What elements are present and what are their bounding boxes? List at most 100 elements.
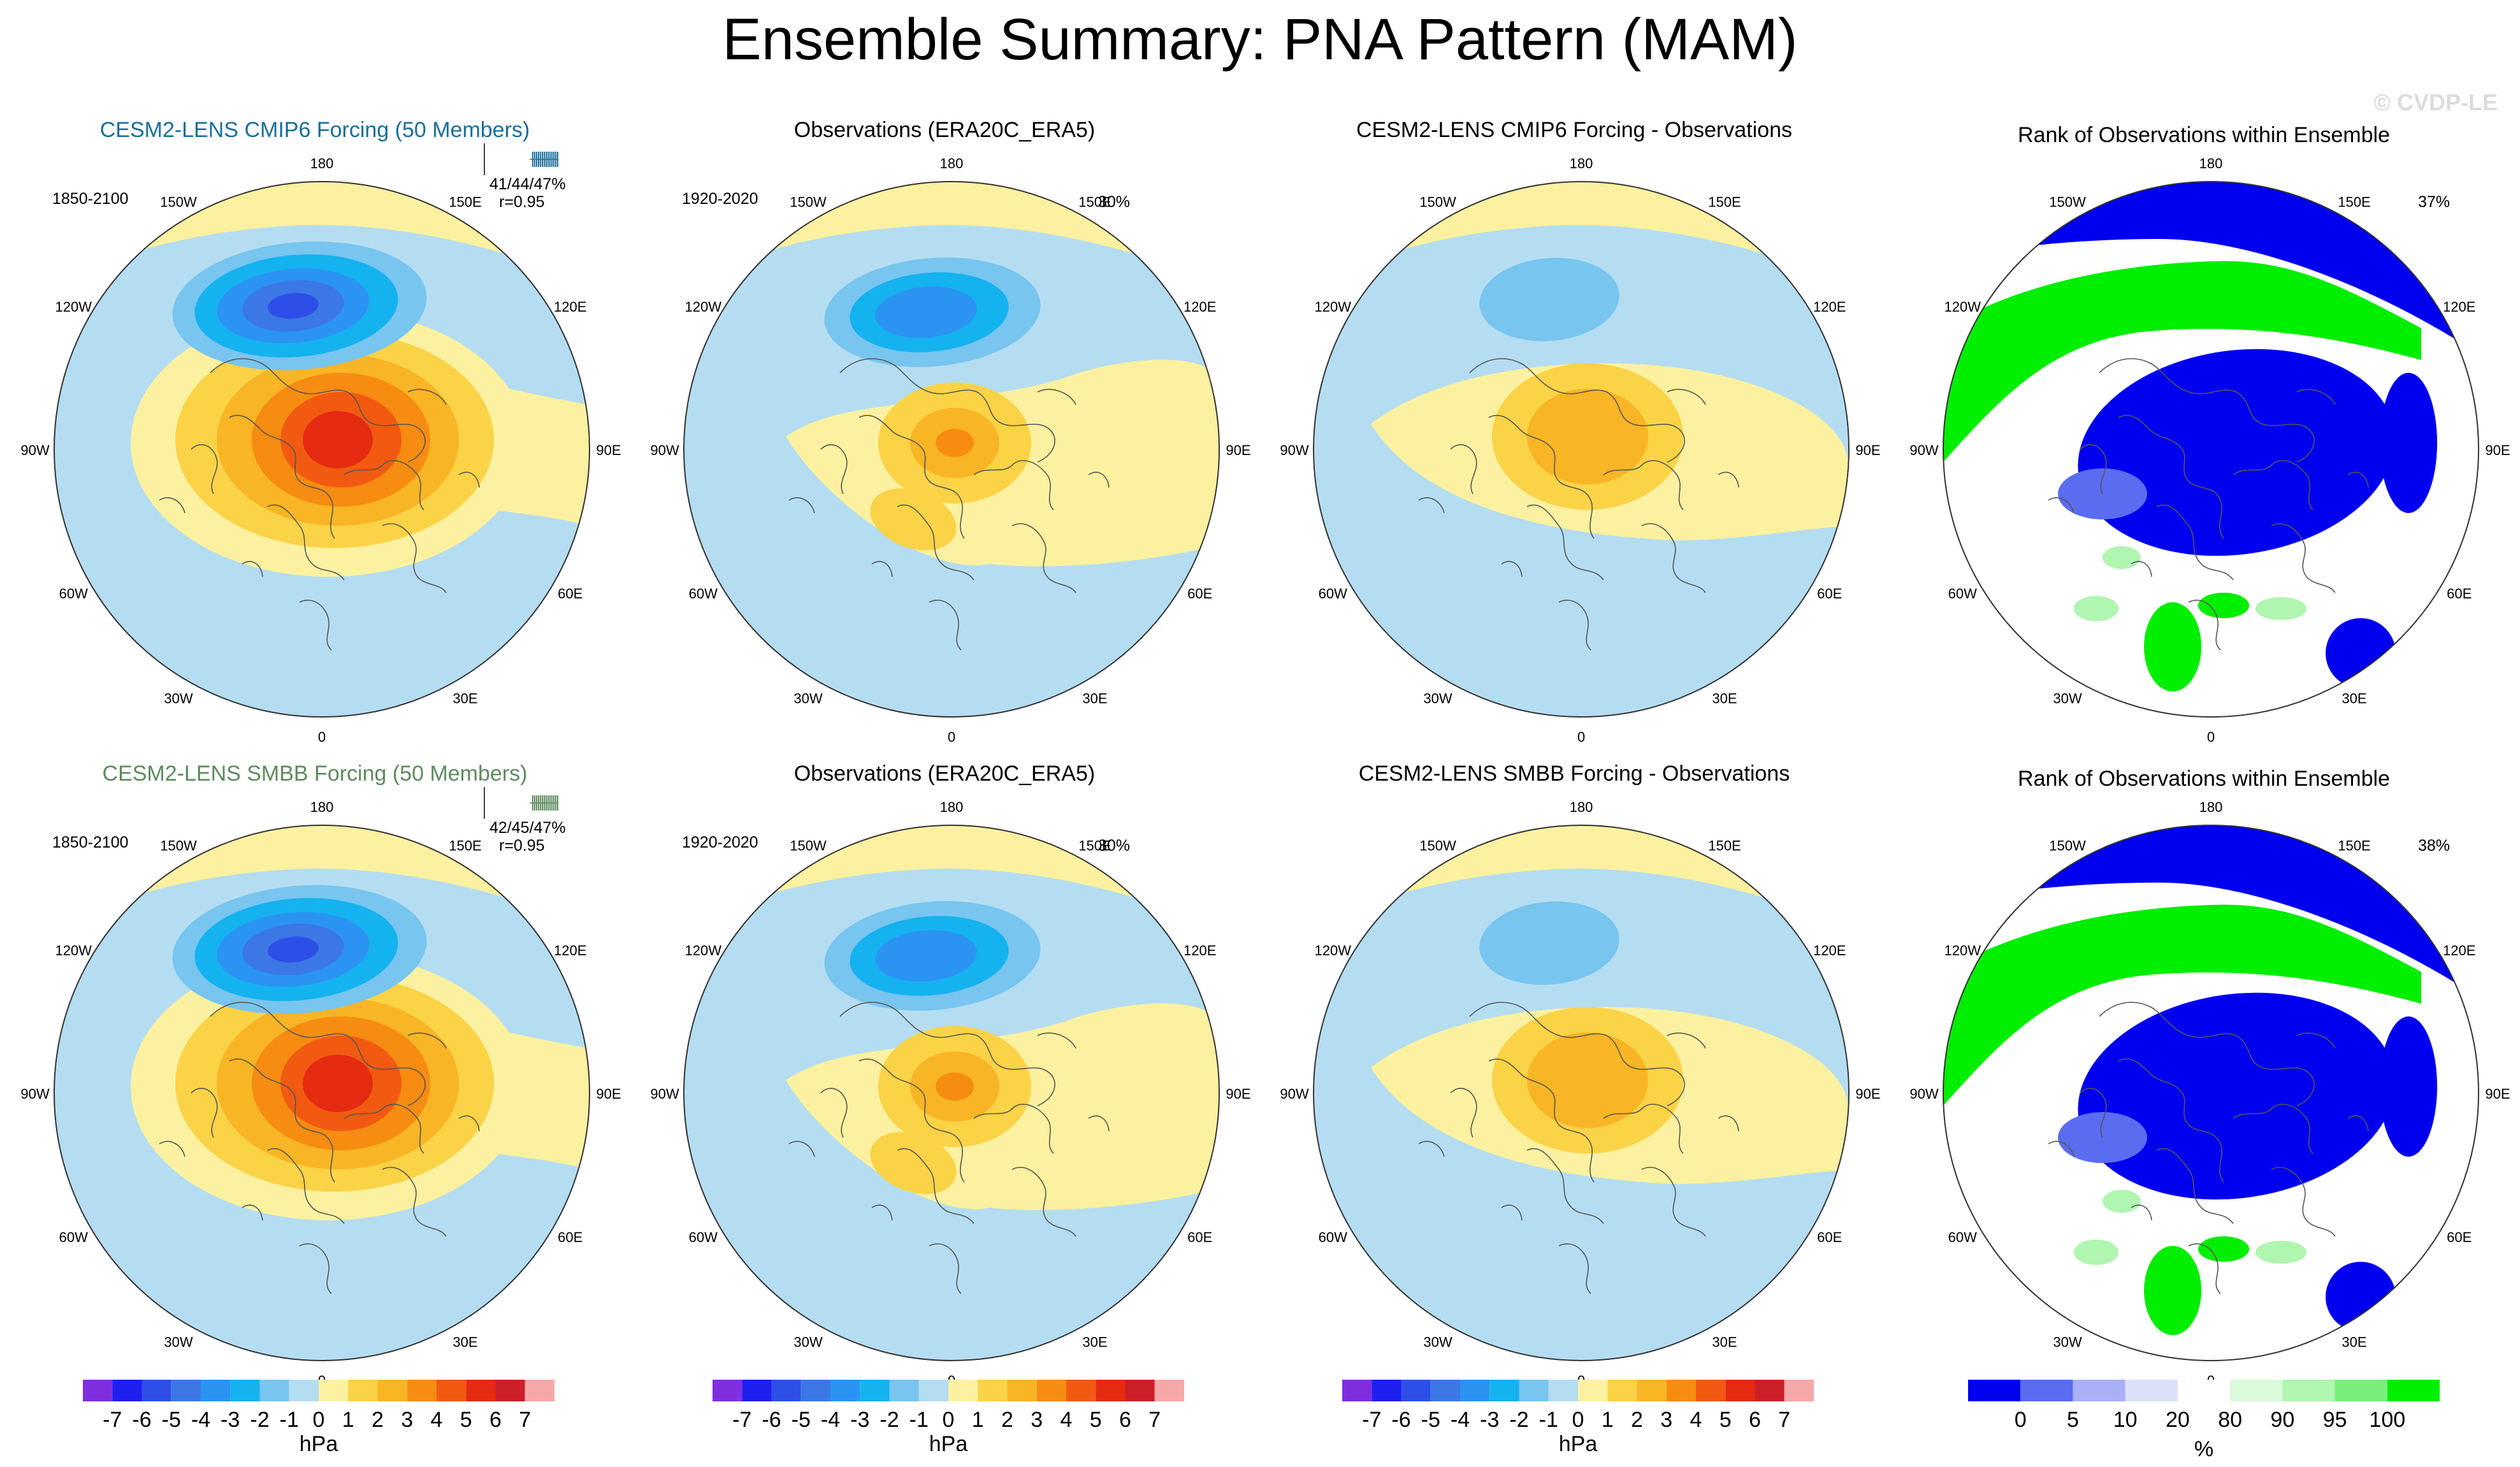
colorbar-unit: hPa	[929, 1432, 968, 1456]
contour-region	[936, 1073, 974, 1101]
colorbar-swatch	[1489, 1380, 1519, 1401]
colorbar-swatch	[2073, 1380, 2125, 1401]
longitude-label: 30W	[2053, 1334, 2082, 1350]
longitude-label: 120W	[685, 299, 722, 315]
coastline	[2271, 1167, 2336, 1237]
coastline	[2156, 1148, 2234, 1224]
colorbar-swatch	[2230, 1380, 2283, 1401]
coastline	[2080, 1087, 2107, 1138]
coastline	[929, 600, 962, 651]
longitude-label: 180	[1570, 799, 1593, 815]
ensemble-spread-glyph	[484, 787, 558, 819]
longitude-label: 30W	[164, 1334, 192, 1350]
coastline	[229, 414, 335, 539]
coastline	[2048, 497, 2075, 514]
longitude-label: 120E	[554, 299, 586, 315]
longitude-label: 30E	[2342, 1334, 2366, 1350]
longitude-label: 60W	[689, 1229, 718, 1245]
colorbar-tick-label: 0	[313, 1408, 325, 1432]
longitude-label: 30E	[453, 1334, 477, 1350]
panel-title: Observations (ERA20C_ERA5)	[793, 762, 1096, 786]
colorbar-swatch	[1430, 1380, 1460, 1401]
coastline	[299, 1243, 332, 1294]
coastline	[1667, 1032, 1706, 1049]
colorbar-swatch	[889, 1380, 919, 1401]
coastline	[2118, 414, 2224, 539]
longitude-label: 180	[940, 155, 964, 171]
colorbar-tick-label: 1	[342, 1408, 354, 1432]
colorbar-tick-label: 2	[372, 1408, 384, 1432]
longitude-label: 90E	[1226, 1086, 1250, 1102]
contour-region	[2380, 1016, 2437, 1157]
stats-pct: 42/45/47%	[489, 819, 566, 837]
longitude-label: 60W	[689, 586, 718, 602]
colorbar-swatch	[771, 1380, 801, 1401]
longitude-label: 90E	[596, 1086, 621, 1102]
longitude-label: 150W	[1419, 194, 1456, 210]
longitude-label: 30E	[453, 691, 477, 707]
longitude-label: 180	[940, 799, 964, 815]
map-border	[683, 825, 1220, 1361]
coastline	[210, 358, 426, 463]
colorbar-swatch	[1096, 1380, 1126, 1401]
contour-region	[268, 936, 319, 963]
longitude-label: 180	[1570, 155, 1593, 171]
variance-pct: 30%	[1098, 837, 1131, 855]
longitude-label: 180	[310, 799, 334, 815]
colorbar-swatch	[466, 1380, 496, 1401]
contour-region	[2144, 1246, 2201, 1335]
colorbar-tick-label: 10	[2113, 1408, 2138, 1432]
colorbar-tick-label: 2	[1631, 1408, 1643, 1432]
colorbar-swatch	[141, 1380, 171, 1401]
hpa-colorbar: -7 -6 -5 -4 -3 -2 -1 0 1 2 3 4 5 6 7 hPa	[713, 1380, 1184, 1456]
colorbar-swatch	[2387, 1380, 2440, 1401]
contour-region	[1943, 182, 2479, 354]
coastline	[897, 1148, 974, 1224]
coastline	[1011, 1167, 1076, 1237]
coastline	[1450, 444, 1477, 495]
map-panel-model: 180150E120E90E60E30E030W60W90W120W150WCE…	[0, 762, 630, 1405]
longitude-label: 90W	[20, 442, 49, 458]
colorbar-tick-label: 1	[972, 1408, 984, 1432]
longitude-label: 90E	[596, 442, 621, 458]
stats-r: r=0.95	[499, 193, 545, 211]
map-border	[1943, 825, 2479, 1361]
longitude-label: 90W	[1280, 442, 1308, 458]
coastline	[382, 1167, 447, 1237]
longitude-label: 150E	[2338, 194, 2370, 210]
longitude-label: 120W	[1315, 943, 1352, 958]
colorbar-swatch	[1548, 1380, 1578, 1401]
map-border	[1943, 181, 2479, 718]
colorbar-tick-label: 3	[1660, 1408, 1672, 1432]
longitude-label: 30E	[2342, 691, 2366, 707]
colorbar-swatch	[1036, 1380, 1066, 1401]
longitude-label: 90E	[2485, 1086, 2510, 1102]
coastline	[458, 1115, 480, 1132]
colorbar-swatch	[1066, 1380, 1096, 1401]
panel-title: Rank of Observations within Ensemble	[2018, 767, 2390, 791]
coastline	[344, 1103, 424, 1154]
coastline	[1603, 1103, 1684, 1154]
colorbar-swatch	[1342, 1380, 1372, 1401]
colorbar-tick-label: 95	[2323, 1408, 2347, 1432]
longitude-label: 60E	[1187, 1229, 1212, 1245]
coastline	[871, 1204, 893, 1221]
panel-title: Rank of Observations within Ensemble	[2018, 123, 2390, 147]
colorbar-swatch	[918, 1380, 948, 1401]
colorbar-tick-label: -5	[1421, 1408, 1440, 1432]
map-panel-diff: 180150E120E90E60E30E030W60W90W120W150WCE…	[1259, 762, 1889, 1405]
coastline	[1488, 1058, 1595, 1183]
longitude-label: 60E	[1817, 586, 1842, 602]
colorbar-tick-label: 4	[1061, 1408, 1073, 1432]
colorbar-tick-label: 6	[1119, 1408, 1131, 1432]
longitude-label: 120E	[1184, 943, 1216, 958]
colorbar-swatch	[230, 1380, 260, 1401]
contour-region	[2078, 992, 2395, 1200]
coastline	[1037, 1032, 1076, 1049]
longitude-label: 0	[948, 729, 955, 745]
coastline	[1088, 472, 1110, 488]
coastline	[1558, 600, 1591, 651]
